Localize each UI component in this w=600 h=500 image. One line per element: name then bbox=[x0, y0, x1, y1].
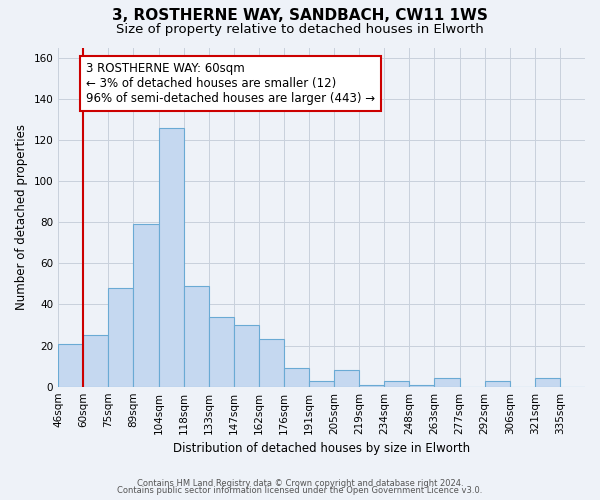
Bar bbox=[409, 384, 434, 386]
Text: Contains public sector information licensed under the Open Government Licence v3: Contains public sector information licen… bbox=[118, 486, 482, 495]
Bar bbox=[259, 340, 284, 386]
Bar bbox=[385, 380, 409, 386]
Text: Size of property relative to detached houses in Elworth: Size of property relative to detached ho… bbox=[116, 22, 484, 36]
Bar bbox=[359, 384, 385, 386]
Bar bbox=[485, 380, 510, 386]
Bar bbox=[234, 325, 259, 386]
Y-axis label: Number of detached properties: Number of detached properties bbox=[15, 124, 28, 310]
Bar bbox=[284, 368, 309, 386]
Bar bbox=[109, 288, 133, 386]
Bar bbox=[434, 378, 460, 386]
X-axis label: Distribution of detached houses by size in Elworth: Distribution of detached houses by size … bbox=[173, 442, 470, 455]
Bar bbox=[309, 380, 334, 386]
Bar bbox=[58, 344, 83, 386]
Bar bbox=[184, 286, 209, 386]
Bar bbox=[158, 128, 184, 386]
Text: 3, ROSTHERNE WAY, SANDBACH, CW11 1WS: 3, ROSTHERNE WAY, SANDBACH, CW11 1WS bbox=[112, 8, 488, 22]
Bar bbox=[133, 224, 158, 386]
Text: Contains HM Land Registry data © Crown copyright and database right 2024.: Contains HM Land Registry data © Crown c… bbox=[137, 478, 463, 488]
Bar bbox=[209, 317, 234, 386]
Bar bbox=[535, 378, 560, 386]
Bar bbox=[334, 370, 359, 386]
Text: 3 ROSTHERNE WAY: 60sqm
← 3% of detached houses are smaller (12)
96% of semi-deta: 3 ROSTHERNE WAY: 60sqm ← 3% of detached … bbox=[86, 62, 375, 105]
Bar bbox=[83, 336, 109, 386]
